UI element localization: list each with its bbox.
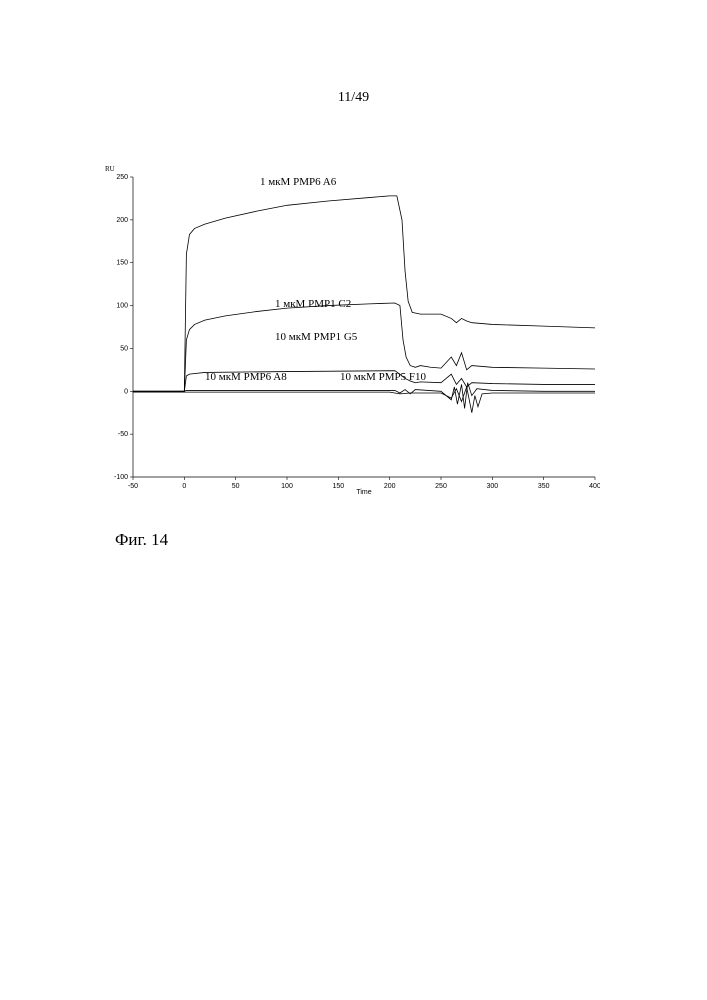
svg-text:250: 250 bbox=[435, 483, 447, 490]
svg-text:-100: -100 bbox=[114, 474, 128, 481]
svg-text:150: 150 bbox=[116, 260, 128, 267]
ru-label: RU bbox=[105, 165, 115, 173]
svg-text:0: 0 bbox=[124, 388, 128, 395]
svg-text:150: 150 bbox=[332, 483, 344, 490]
svg-text:400: 400 bbox=[589, 483, 600, 490]
svg-text:10 мкМ PMP5 F10: 10 мкМ PMP5 F10 bbox=[340, 371, 426, 383]
svg-text:50: 50 bbox=[232, 483, 240, 490]
svg-text:1 мкМ PMP6 A6: 1 мкМ PMP6 A6 bbox=[260, 176, 337, 188]
svg-text:200: 200 bbox=[384, 483, 396, 490]
svg-text:100: 100 bbox=[116, 303, 128, 310]
svg-text:200: 200 bbox=[116, 217, 128, 224]
svg-text:250: 250 bbox=[116, 174, 128, 181]
svg-text:100: 100 bbox=[281, 483, 293, 490]
figure-caption: Фиг. 14 bbox=[115, 530, 168, 550]
svg-text:Time: Time bbox=[356, 489, 371, 495]
svg-text:-50: -50 bbox=[128, 483, 138, 490]
svg-text:10 мкМ PMP6 A8: 10 мкМ PMP6 A8 bbox=[205, 371, 287, 383]
svg-text:300: 300 bbox=[486, 483, 498, 490]
svg-text:-50: -50 bbox=[118, 431, 128, 438]
chart-svg: -100-50050100150200250-50050100150200250… bbox=[105, 165, 600, 495]
svg-text:0: 0 bbox=[182, 483, 186, 490]
page-number: 11/49 bbox=[0, 90, 707, 106]
sensorgram-chart: RU -100-50050100150200250-50050100150200… bbox=[105, 165, 600, 495]
svg-text:350: 350 bbox=[538, 483, 550, 490]
svg-text:50: 50 bbox=[120, 345, 128, 352]
svg-text:1 мкМ PMP1 C2: 1 мкМ PMP1 C2 bbox=[275, 298, 351, 310]
svg-text:10 мкМ PMP1 G5: 10 мкМ PMP1 G5 bbox=[275, 331, 358, 343]
